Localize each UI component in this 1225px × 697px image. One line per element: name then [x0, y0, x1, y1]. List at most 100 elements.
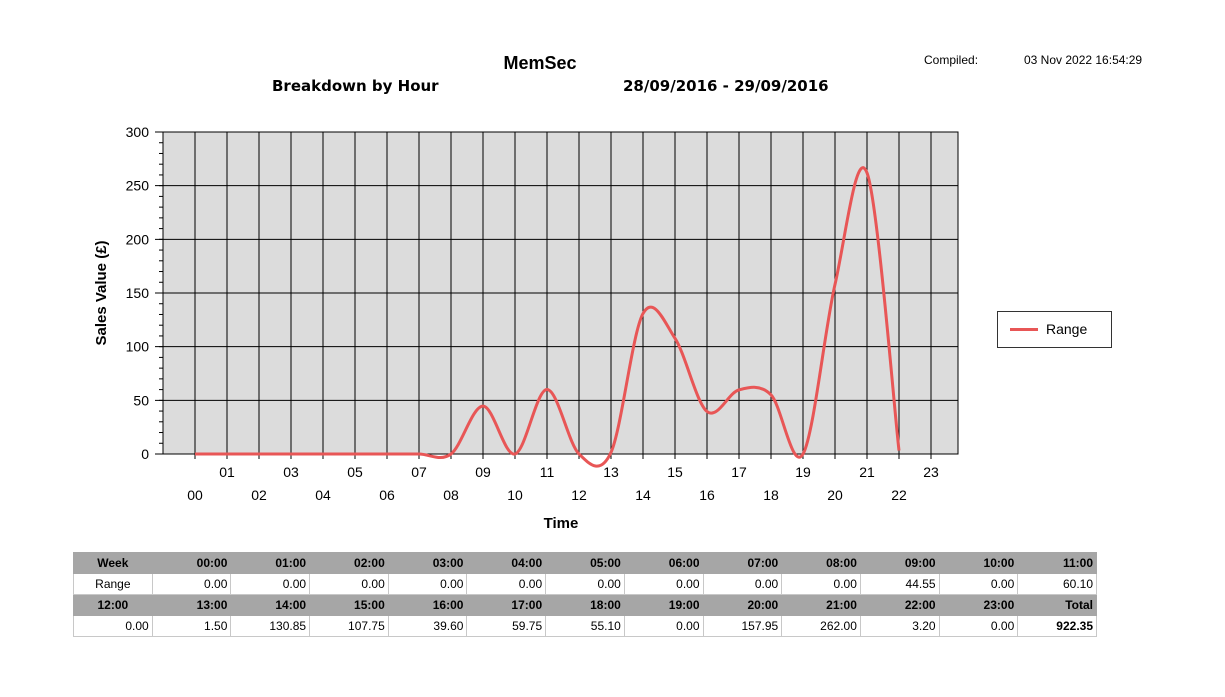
x-tick-label: 06	[379, 487, 395, 503]
x-tick-label: 01	[219, 464, 235, 480]
x-tick-label: 03	[283, 464, 299, 480]
x-tick-label: 13	[603, 464, 619, 480]
table-cell: 13:00	[151, 594, 232, 616]
series-line-range	[194, 166, 901, 468]
report-subtitle: Breakdown by Hour	[272, 77, 439, 95]
table-cell: 06:00	[623, 552, 704, 574]
table-cell: 20:00	[702, 594, 783, 616]
table-row: 0.00 1.50 130.85 107.75 39.60 59.75 55.10 0.00 1…	[73, 615, 1097, 637]
hourly-sales-table: Week 00:00 01:00 02:00 03:00 04:00 05:00 06:00 0…	[73, 552, 1097, 637]
sales-line-chart: 0 50 100 150 200 250 300 00 01 02 03 04 05 06 07 08 09 10…	[93, 124, 959, 532]
x-tick-label: 07	[411, 464, 427, 480]
table-row: Week 00:00 01:00 02:00 03:00 04:00 05:00 06:00 0…	[73, 552, 1097, 574]
table-row: Range 0.00 0.00 0.00 0.00 0.00 0.00 0.00 0.00 0.0…	[73, 573, 1097, 595]
x-tick-label: 16	[699, 487, 715, 503]
table-cell: 0.00	[938, 615, 1019, 637]
y-tick-label: 200	[126, 231, 150, 247]
table-cell: 0.00	[466, 573, 547, 595]
table-cell: 15:00	[309, 594, 389, 616]
grid-lines	[155, 131, 958, 459]
x-tick-label: 22	[891, 487, 907, 503]
table-cell: 16:00	[387, 594, 468, 616]
table-cell: 262.00	[781, 615, 861, 637]
table-cell: 10:00	[938, 552, 1019, 574]
table-cell: 130.85	[230, 615, 311, 637]
table-cell: Range	[73, 573, 153, 595]
table-cell: 1.50	[151, 615, 232, 637]
table-cell: 0.00	[309, 573, 389, 595]
x-tick-label: 04	[315, 487, 331, 503]
table-cell: 02:00	[309, 552, 389, 574]
x-tick-label: 20	[827, 487, 843, 503]
table-cell: 12:00	[73, 594, 153, 616]
table-cell: 922.35	[1017, 615, 1097, 637]
table-cell: 0.00	[387, 573, 468, 595]
axis-labels: 0 50 100 150 200 250 300 00 01 02 03 04 05 06 07 08 09 10…	[93, 124, 939, 532]
x-tick-label: 11	[540, 464, 555, 480]
table-cell: 14:00	[230, 594, 311, 616]
date-range: 28/09/2016 - 29/09/2016	[623, 77, 829, 95]
table-cell: 0.00	[623, 573, 704, 595]
y-axis-title: Sales Value (£)	[93, 240, 110, 345]
table-cell: 21:00	[781, 594, 861, 616]
y-tick-label: 100	[126, 339, 150, 355]
y-tick-label: 300	[126, 124, 150, 140]
axes	[159, 131, 164, 455]
table-cell: 0.00	[230, 573, 311, 595]
table-cell: 0.00	[73, 615, 153, 637]
table-cell: Total	[1017, 594, 1097, 616]
table-cell: 44.55	[859, 573, 940, 595]
compiled-timestamp: 03 Nov 2022 16:54:29	[1024, 53, 1143, 67]
table-cell: 07:00	[702, 552, 783, 574]
table-cell: 0.00	[151, 573, 232, 595]
table-cell: 03:00	[387, 552, 468, 574]
table-cell: 0.00	[702, 573, 783, 595]
x-tick-label: 21	[859, 464, 875, 480]
x-tick-label: 15	[667, 464, 683, 480]
x-tick-label: 00	[187, 487, 203, 503]
y-tick-label: 150	[126, 285, 150, 301]
table-cell: 0.00	[623, 615, 704, 637]
x-tick-label: 10	[507, 487, 523, 503]
x-tick-label: 14	[635, 487, 651, 503]
x-tick-label: 05	[347, 464, 363, 480]
table-cell: 0.00	[938, 573, 1019, 595]
table-cell: 107.75	[309, 615, 389, 637]
legend-label-range: Range	[1046, 321, 1088, 337]
x-tick-label: 19	[795, 464, 811, 480]
table-cell: Week	[73, 552, 153, 574]
x-axis-title: Time	[544, 515, 579, 532]
table-cell: 19:00	[623, 594, 704, 616]
table-cell: 3.20	[859, 615, 940, 637]
y-tick-label: 0	[141, 446, 149, 462]
series-group	[194, 166, 901, 468]
table-cell: 09:00	[859, 552, 940, 574]
table-cell: 01:00	[230, 552, 311, 574]
x-tick-label: 17	[731, 464, 747, 480]
table-cell: 00:00	[151, 552, 232, 574]
table-cell: 157.95	[702, 615, 783, 637]
chart-legend: Range	[997, 311, 1112, 348]
compiled-label: Compiled:	[924, 53, 979, 67]
table-cell: 59.75	[466, 615, 547, 637]
table-cell: 11:00	[1017, 552, 1097, 574]
x-tick-label: 18	[763, 487, 779, 503]
table-cell: 18:00	[545, 594, 625, 616]
legend-swatch-range	[1010, 328, 1038, 331]
x-tick-label: 02	[251, 487, 267, 503]
table-cell: 0.00	[545, 573, 625, 595]
table-cell: 17:00	[466, 594, 547, 616]
table-cell: 55.10	[545, 615, 625, 637]
x-tick-label: 09	[475, 464, 491, 480]
table-cell: 23:00	[938, 594, 1019, 616]
table-cell: 22:00	[859, 594, 940, 616]
table-cell: 39.60	[387, 615, 468, 637]
table-cell: 60.10	[1017, 573, 1097, 595]
x-tick-label: 08	[443, 487, 459, 503]
x-tick-label: 12	[571, 487, 587, 503]
x-tick-label: 23	[923, 464, 939, 480]
page-title: MemSec	[503, 53, 577, 73]
y-tick-label: 250	[126, 178, 150, 194]
y-tick-label: 50	[133, 392, 149, 408]
table-cell: 04:00	[466, 552, 547, 574]
